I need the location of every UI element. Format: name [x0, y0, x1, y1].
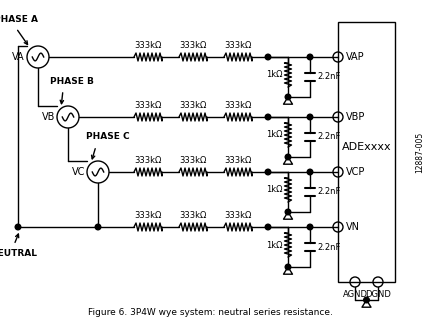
- Text: 333kΩ: 333kΩ: [179, 156, 206, 165]
- Circle shape: [363, 297, 368, 303]
- Text: PHASE C: PHASE C: [86, 132, 129, 141]
- Circle shape: [265, 224, 270, 230]
- Text: 333kΩ: 333kΩ: [179, 41, 206, 50]
- Text: DGND: DGND: [364, 290, 390, 299]
- Circle shape: [306, 224, 312, 230]
- Text: 2.2nF: 2.2nF: [316, 243, 339, 251]
- Circle shape: [285, 209, 290, 215]
- Text: VC: VC: [72, 167, 85, 177]
- Text: PHASE A: PHASE A: [0, 15, 38, 24]
- Circle shape: [306, 114, 312, 120]
- Text: 1kΩ: 1kΩ: [266, 240, 283, 250]
- Text: VA: VA: [12, 52, 25, 62]
- Text: VBP: VBP: [345, 112, 365, 122]
- Text: ADExxxx: ADExxxx: [341, 142, 391, 152]
- Circle shape: [95, 224, 101, 230]
- Text: 333kΩ: 333kΩ: [134, 156, 161, 165]
- Text: 333kΩ: 333kΩ: [179, 211, 206, 220]
- Circle shape: [265, 169, 270, 175]
- Bar: [337, 22, 394, 282]
- Text: 2.2nF: 2.2nF: [316, 187, 339, 197]
- Text: 333kΩ: 333kΩ: [224, 41, 251, 50]
- Circle shape: [285, 154, 290, 160]
- Text: 2.2nF: 2.2nF: [316, 73, 339, 81]
- Text: 333kΩ: 333kΩ: [224, 211, 251, 220]
- Circle shape: [285, 94, 290, 100]
- Text: 12887-005: 12887-005: [414, 131, 424, 173]
- Text: 333kΩ: 333kΩ: [134, 41, 161, 50]
- Text: Figure 6. 3P4W wye system: neutral series resistance.: Figure 6. 3P4W wye system: neutral serie…: [87, 308, 332, 317]
- Circle shape: [285, 264, 290, 270]
- Circle shape: [15, 224, 21, 230]
- Circle shape: [306, 54, 312, 60]
- Text: VB: VB: [42, 112, 55, 122]
- Text: 333kΩ: 333kΩ: [134, 211, 161, 220]
- Text: 1kΩ: 1kΩ: [266, 130, 283, 140]
- Text: VAP: VAP: [345, 52, 364, 62]
- Text: 2.2nF: 2.2nF: [316, 132, 339, 142]
- Text: NEUTRAL: NEUTRAL: [0, 249, 37, 258]
- Text: 333kΩ: 333kΩ: [224, 101, 251, 110]
- Text: AGND: AGND: [342, 290, 367, 299]
- Text: VCP: VCP: [345, 167, 365, 177]
- Circle shape: [306, 169, 312, 175]
- Text: 1kΩ: 1kΩ: [266, 185, 283, 195]
- Text: 333kΩ: 333kΩ: [179, 101, 206, 110]
- Circle shape: [265, 54, 270, 60]
- Text: 333kΩ: 333kΩ: [224, 156, 251, 165]
- Text: 333kΩ: 333kΩ: [134, 101, 161, 110]
- Text: VN: VN: [345, 222, 359, 232]
- Text: 1kΩ: 1kΩ: [266, 71, 283, 79]
- Text: PHASE B: PHASE B: [50, 77, 94, 86]
- Circle shape: [265, 114, 270, 120]
